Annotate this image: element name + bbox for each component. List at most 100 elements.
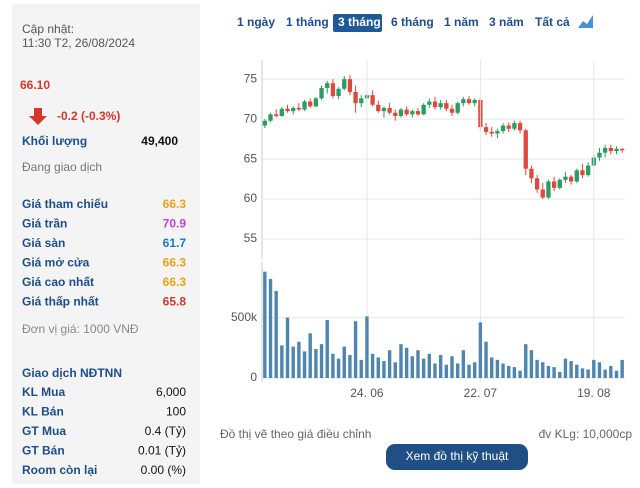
tab[interactable]: 3 tháng bbox=[338, 15, 381, 29]
candle-body bbox=[512, 123, 517, 129]
candle-body bbox=[376, 104, 381, 112]
info-panel bbox=[12, 4, 200, 484]
candle-body bbox=[489, 131, 494, 134]
y-tick-label: 60 bbox=[244, 191, 258, 205]
tech-chart-button[interactable] bbox=[386, 444, 528, 470]
volume-bar bbox=[580, 368, 585, 378]
y-tick-label: 0 bbox=[250, 370, 257, 384]
chart-icon[interactable] bbox=[578, 15, 593, 28]
volume-bar bbox=[529, 350, 534, 378]
price-value: 61.7 bbox=[163, 236, 187, 250]
candle-body bbox=[608, 147, 613, 152]
candle-body bbox=[551, 181, 557, 188]
candle-body bbox=[347, 79, 353, 92]
candle-body bbox=[359, 98, 364, 104]
candle-body bbox=[449, 108, 455, 113]
y-tick-label: 75 bbox=[244, 71, 258, 85]
candle-body bbox=[308, 101, 313, 107]
volume-bar bbox=[450, 356, 454, 378]
candle-body bbox=[421, 104, 426, 115]
foreign-label: KL Bán bbox=[22, 405, 64, 419]
volume-bar bbox=[609, 365, 613, 378]
tab[interactable]: 6 tháng bbox=[391, 15, 434, 29]
foreign-label: GT Mua bbox=[22, 424, 66, 438]
volume-bar bbox=[263, 271, 267, 378]
y-tick-label: 65 bbox=[244, 151, 258, 165]
volume-value: 49,400 bbox=[141, 134, 178, 148]
volume-bar bbox=[438, 355, 443, 378]
candle-body bbox=[387, 107, 392, 113]
candle-body bbox=[500, 125, 506, 132]
candle-body bbox=[393, 112, 398, 116]
volume-bar bbox=[597, 362, 602, 378]
volume-bar bbox=[359, 359, 363, 378]
x-tick-label: 19. 08 bbox=[577, 386, 611, 400]
candle-body bbox=[438, 103, 443, 108]
candle-body bbox=[291, 107, 296, 112]
volume-bar bbox=[297, 341, 301, 378]
candle-body bbox=[404, 109, 409, 115]
volume-bar bbox=[399, 344, 403, 378]
tab[interactable]: Tất cả bbox=[535, 15, 570, 29]
price-label: Giá thấp nhất bbox=[22, 295, 99, 309]
candle-body bbox=[370, 95, 375, 105]
volume-bar bbox=[404, 347, 409, 378]
candle-body bbox=[410, 111, 415, 115]
tab-active-bg bbox=[333, 14, 382, 32]
volume-bar bbox=[569, 361, 573, 378]
volume-bar bbox=[614, 370, 619, 378]
foreign-title: Giao dịch NĐTNN bbox=[22, 366, 122, 380]
tab[interactable]: 1 năm bbox=[444, 15, 479, 29]
volume-bar bbox=[586, 369, 590, 378]
volume-bar bbox=[575, 364, 579, 378]
candle-body bbox=[614, 148, 619, 152]
volume-bar bbox=[336, 358, 341, 378]
tab[interactable]: 1 ngày bbox=[237, 15, 275, 29]
volume-bar bbox=[393, 362, 397, 378]
tech-chart-button-label[interactable]: Xem đồ thị kỹ thuật bbox=[406, 449, 509, 463]
volume-bar bbox=[563, 358, 568, 378]
volume-bar bbox=[365, 316, 369, 378]
volume-bar bbox=[507, 365, 511, 378]
candle-body bbox=[279, 108, 285, 116]
volume-label: Khối lượng bbox=[22, 134, 87, 148]
candle-body bbox=[381, 107, 387, 112]
candle-body bbox=[302, 101, 307, 110]
candle-body bbox=[268, 114, 273, 121]
tab[interactable]: 1 tháng bbox=[286, 15, 329, 29]
candle-body bbox=[517, 123, 523, 131]
candle-body bbox=[568, 176, 574, 182]
volume-bar bbox=[455, 363, 460, 378]
unit-note: Đơn vị giá: 1000 VNĐ bbox=[22, 322, 139, 336]
volume-bar bbox=[331, 353, 335, 378]
volume-bar bbox=[546, 365, 551, 378]
price: 66.10 bbox=[20, 78, 50, 92]
volume-bar bbox=[314, 349, 318, 378]
candle-body bbox=[506, 125, 511, 129]
volume-bar bbox=[302, 351, 307, 378]
volume-bar bbox=[592, 359, 596, 378]
footer-note: Đồ thị vẽ theo giá điều chỉnh bbox=[220, 427, 371, 441]
volume-bar bbox=[416, 350, 420, 378]
trading-status: Đang giao dịch bbox=[22, 160, 102, 174]
volume-bar bbox=[427, 353, 432, 378]
foreign-label: KL Mua bbox=[22, 385, 65, 399]
volume-bar bbox=[558, 371, 562, 378]
volume-bar bbox=[280, 345, 284, 378]
volume-bar bbox=[325, 320, 329, 378]
candle-body bbox=[472, 99, 477, 104]
footer-unit: đv KLg: 10,000cp bbox=[539, 427, 633, 441]
update-label: Cập nhật: bbox=[22, 22, 74, 36]
candle-body bbox=[444, 103, 449, 109]
tab[interactable]: 3 năm bbox=[489, 15, 524, 29]
candle-body bbox=[427, 101, 432, 105]
volume-bar bbox=[620, 359, 624, 378]
candle-body bbox=[546, 181, 551, 198]
volume-bar bbox=[541, 362, 545, 378]
volume-bar bbox=[472, 362, 477, 378]
volume-bar bbox=[501, 363, 505, 378]
price-value: 66.3 bbox=[163, 197, 187, 211]
candle-body bbox=[483, 127, 489, 132]
foreign-value: 0.01 (Tỷ) bbox=[138, 444, 186, 458]
foreign-value: 0.4 (Tỷ) bbox=[145, 424, 186, 438]
